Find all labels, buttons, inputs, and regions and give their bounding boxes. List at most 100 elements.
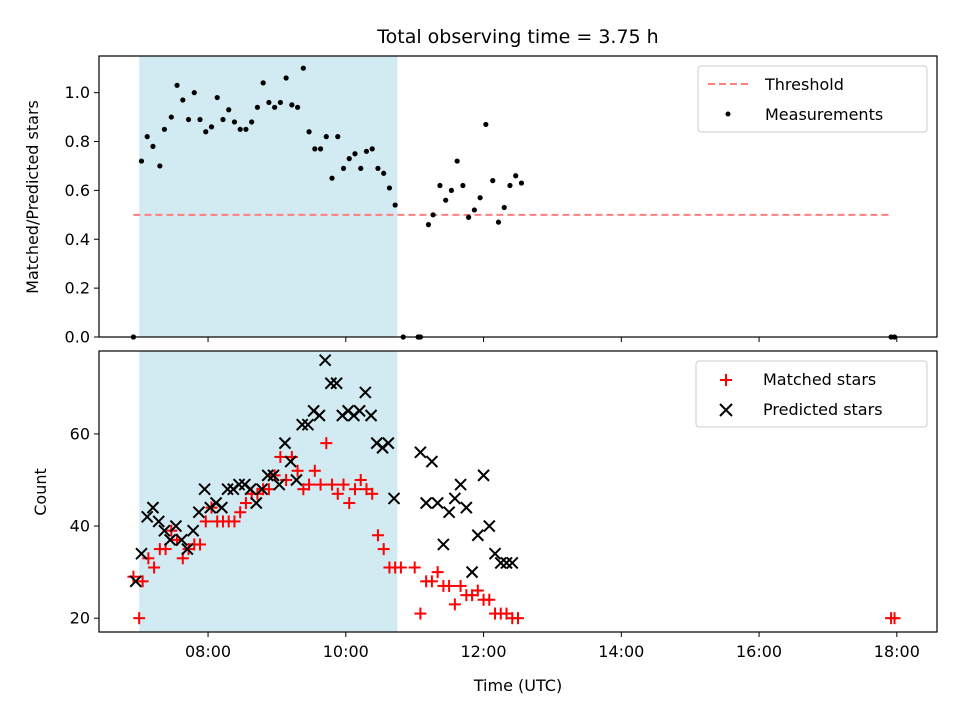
predicted-star-marker [152,515,165,528]
measurement-point [157,163,163,169]
predicted-star-marker [198,482,211,496]
measurement-point [294,104,301,110]
measurement-point [226,107,232,113]
matched-star-marker [274,450,287,463]
predicted-star-marker [318,354,332,367]
top-panel: Total observing time = 3.75 h 0.00.20.40… [23,26,938,347]
matched-star-marker [314,478,327,491]
predicted-star-marker [506,556,519,570]
matched-star-marker [320,437,333,450]
measurement-point [346,156,352,162]
matched-star-marker [394,561,407,574]
y-tick-label: 40 [70,517,90,536]
shaded-interval-rect [139,56,398,337]
matched-star-marker [136,575,149,588]
matched-star-marker [326,478,339,491]
y-tick-label: 20 [70,609,90,628]
matched-star-marker [377,543,390,556]
matched-star-marker [371,529,384,542]
measurement-point [323,134,329,140]
y-tick-label: 0.4 [65,230,90,249]
matched-star-marker [888,612,901,625]
predicted-star-marker [359,386,372,399]
matched-star-marker [142,552,155,565]
measurement-point [466,214,472,220]
predicted-star-marker [494,556,507,570]
matched-star-marker [308,464,321,477]
top-y-axis-ticks: 0.0 0.2 0.4 0.6 0.8 1.0 [65,83,99,347]
matched-stars-points [127,437,901,625]
matched-star-marker [443,579,456,592]
measurement-point [358,165,364,171]
predicted-star-marker [158,524,171,537]
predicted-star-marker [250,496,263,510]
predicted-star-marker [382,436,395,450]
predicted-star-marker [454,478,467,491]
bottom-x-axis-ticks: 08:00 10:00 12:00 14:00 16:00 18:00 [185,632,920,661]
predicted-star-marker [301,418,315,431]
predicted-star-marker [448,492,462,505]
predicted-star-marker [414,446,427,459]
predicted-star-marker [175,533,188,547]
measurement-point [197,116,203,123]
matched-legend-swatch [720,374,732,386]
measurement-point [306,129,312,135]
matched-star-marker [337,478,350,491]
top-plot-frame [98,55,938,338]
predicted-star-marker [135,547,148,560]
matched-star-marker [343,497,356,510]
measurement-point [352,151,358,157]
predicted-star-marker [477,469,490,482]
x-tick-label: 12:00 [461,642,507,661]
measurement-point [266,99,272,106]
measurement-point [277,99,283,106]
measurement-point [518,180,525,186]
predicted-star-marker [500,556,513,570]
predicted-star-marker [387,492,401,505]
x-tick-label: 14:00 [598,642,644,661]
y-tick-label: 60 [70,424,90,443]
predicted-star-marker [273,478,286,491]
matched-star-marker [234,506,247,519]
predicted-star-marker [364,409,378,422]
x-tick-label: 08:00 [185,642,231,661]
matched-star-marker [291,464,304,477]
matched-star-marker [448,598,461,611]
matched-star-marker [483,593,496,606]
matched-star-marker [148,561,161,574]
bottom-plot-frame [98,350,938,633]
matched-star-marker [354,473,367,486]
matched-star-marker [512,612,524,625]
measurement-point [191,90,197,96]
predicted-star-marker [221,482,234,496]
measurement-point [317,146,324,152]
measurement-point [430,212,436,218]
predicted-star-marker [419,496,433,510]
matched-star-marker [366,487,379,500]
y-tick-label: 0.6 [65,181,90,200]
matched-star-marker [303,478,316,491]
measurement-point [507,182,513,189]
bottom-y-axis-label: Count [31,468,50,516]
predicted-star-marker [488,547,502,560]
x-tick-label: 18:00 [874,642,920,661]
predicted-star-marker [129,575,142,588]
y-tick-label: 0.8 [65,132,90,151]
matched-star-marker [127,570,140,583]
predicted-star-marker [141,510,154,524]
measurement-point [460,182,466,189]
measurement-point [283,75,289,81]
bottom-panel: 20 40 60 08:00 10:00 12:00 14:00 16:00 18:00 Co… [31,350,938,695]
predicted-star-marker [181,542,194,556]
top-legend: Threshold Measurements [697,65,928,133]
measurement-point [495,219,502,225]
top-shaded-interval [139,56,398,337]
measurement-point [300,65,306,71]
predicted-star-marker [146,501,160,514]
predicted-star-marker [465,565,479,579]
measurements-legend-swatch [725,111,731,117]
bottom-y-axis-ticks: 20 40 60 [70,424,99,628]
matched-star-marker [133,612,146,625]
predicted-star-marker [278,436,292,450]
